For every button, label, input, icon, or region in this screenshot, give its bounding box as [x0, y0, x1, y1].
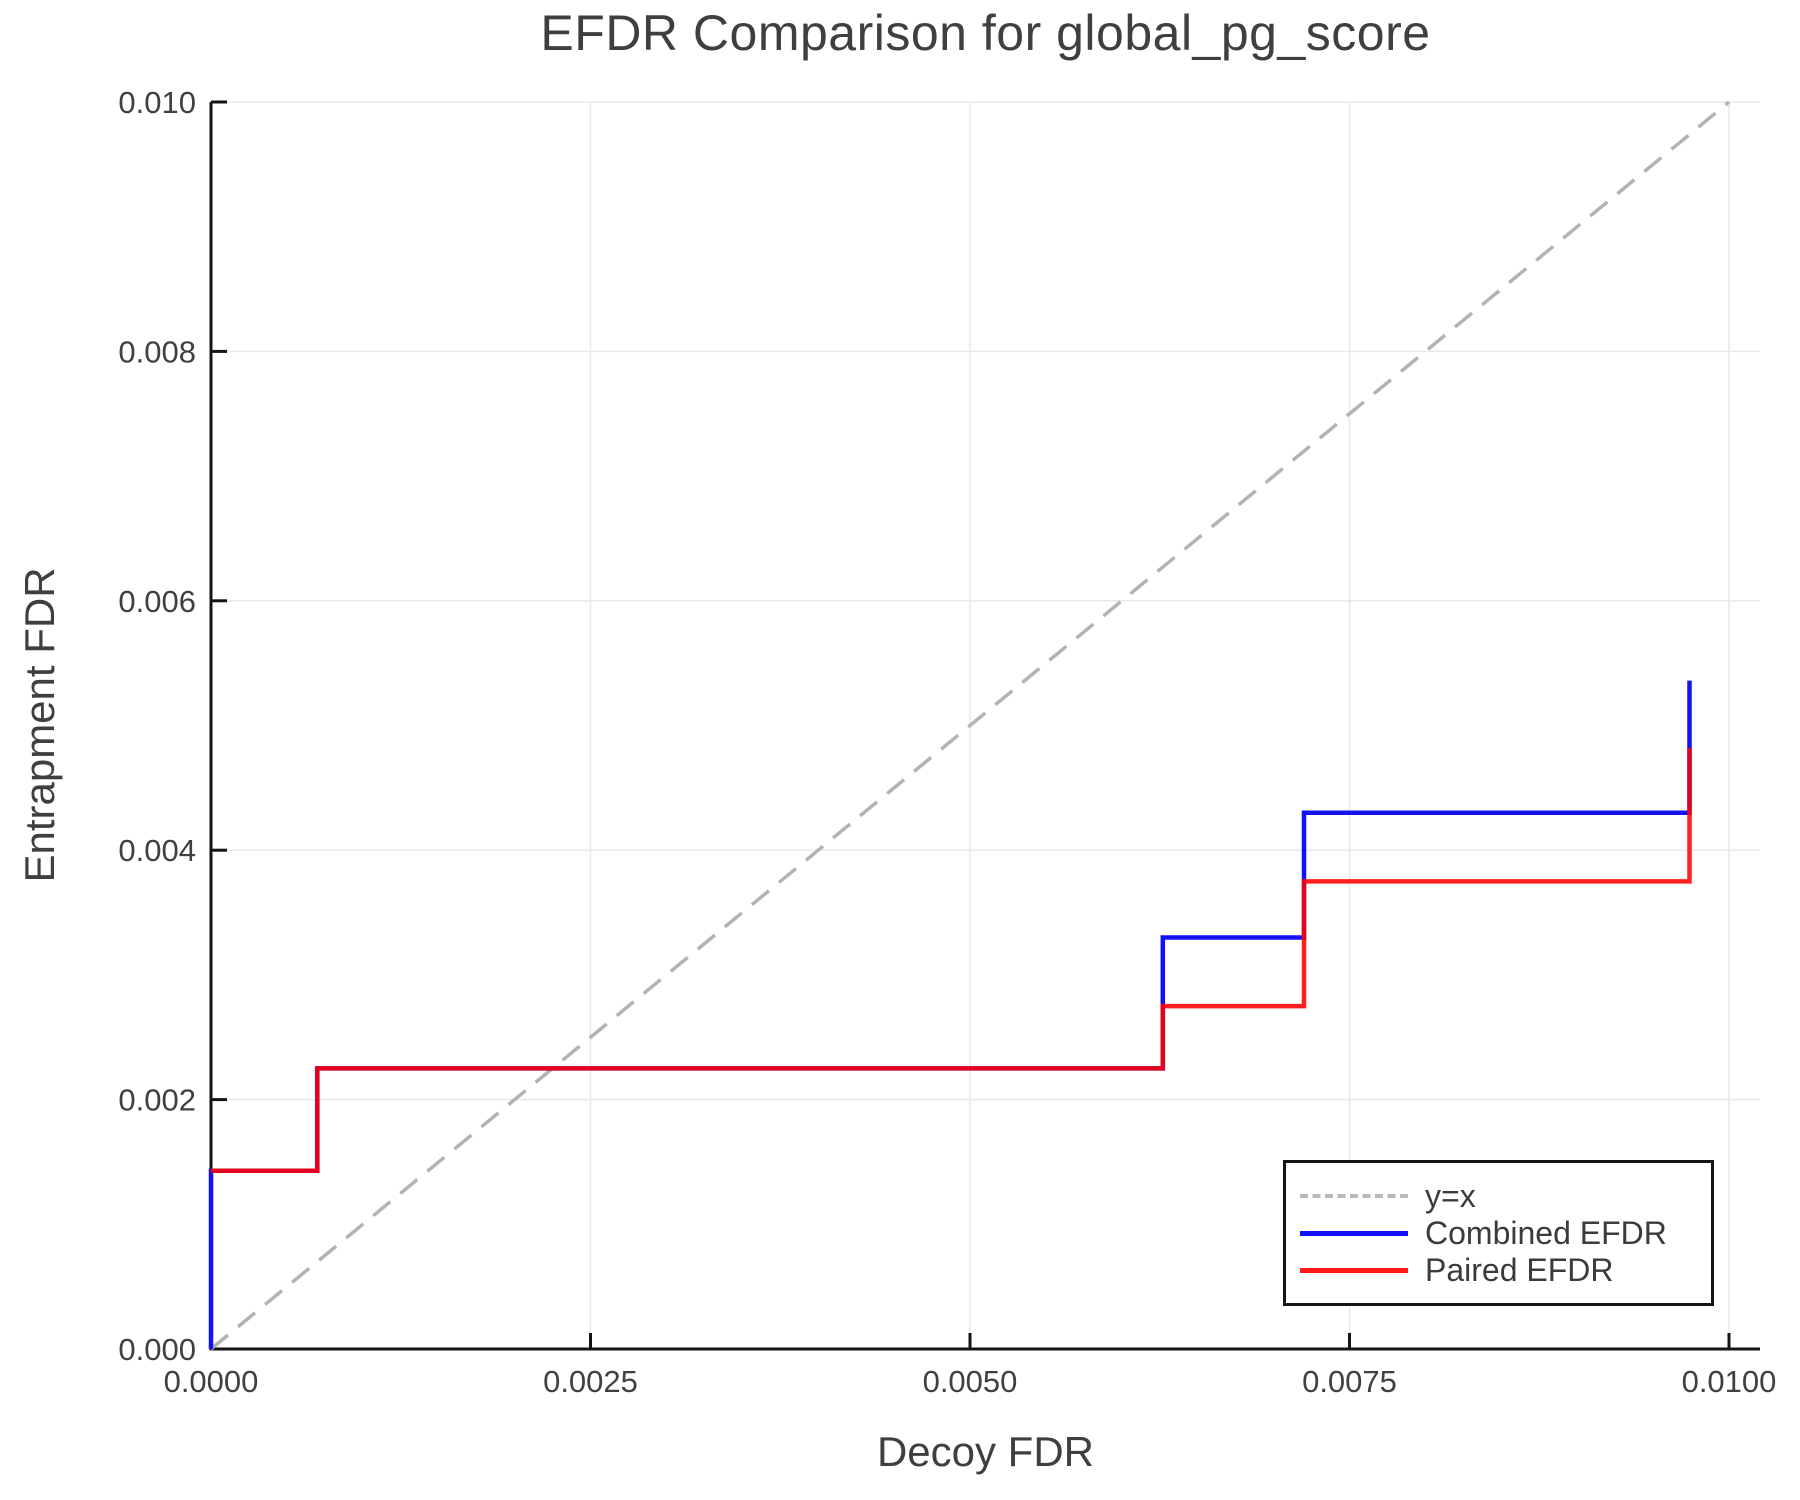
legend-box: y=x Combined EFDR Paired EFDR — [1283, 1160, 1714, 1306]
chart-title: EFDR Comparison for global_pg_score — [540, 5, 1431, 61]
y-tick-label: 0.002 — [118, 1083, 196, 1118]
x-tick-label: 0.0000 — [164, 1364, 259, 1399]
x-tick-label: 0.0050 — [923, 1364, 1018, 1399]
x-tick-label: 0.0100 — [1682, 1364, 1777, 1399]
x-axis-label: Decoy FDR — [876, 1428, 1095, 1475]
x-tick-label: 0.0025 — [543, 1364, 638, 1399]
y-tick-label: 0.010 — [118, 85, 196, 120]
legend-line-red — [1300, 1267, 1408, 1273]
y-tick-label: 0.004 — [118, 833, 196, 868]
legend-entry-y-equals-x: y=x — [1300, 1178, 1711, 1215]
series-line-y-x — [209, 100, 1731, 1351]
legend-label: Paired EFDR — [1425, 1252, 1614, 1288]
legend-entry-paired-efdr: Paired EFDR — [1300, 1252, 1711, 1289]
series-line-paired-efdr — [211, 747, 1692, 1173]
y-tick-label: 0.000 — [118, 1332, 196, 1367]
legend-label: y=x — [1425, 1178, 1476, 1214]
legend-line-blue — [1300, 1230, 1408, 1236]
y-tick-label: 0.006 — [118, 584, 196, 619]
legend-label: Combined EFDR — [1425, 1215, 1667, 1251]
legend-entry-combined-efdr: Combined EFDR — [1300, 1215, 1711, 1252]
legend-line-dashed-gray — [1300, 1194, 1408, 1198]
y-tick-label: 0.008 — [118, 334, 196, 369]
x-tick-label: 0.0075 — [1302, 1364, 1397, 1399]
